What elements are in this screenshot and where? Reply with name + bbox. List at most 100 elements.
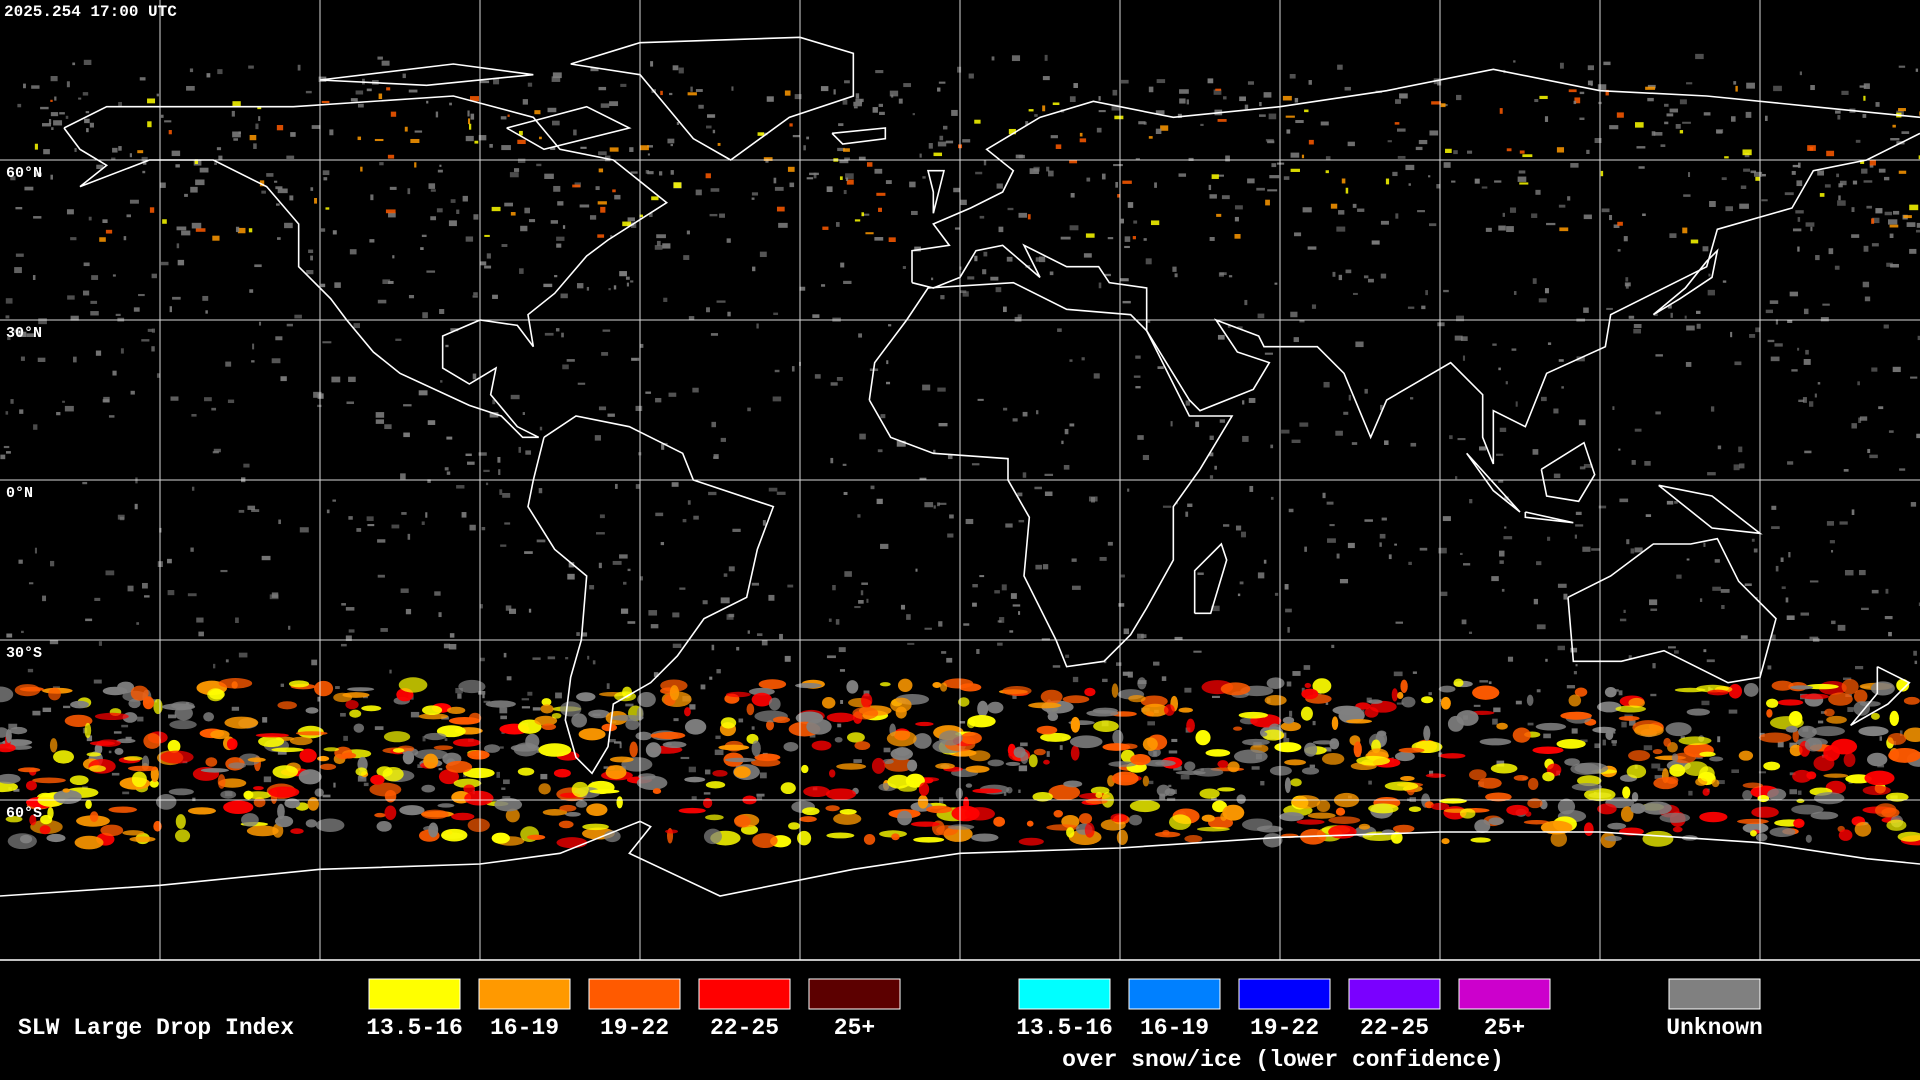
cloud-speck	[751, 197, 755, 200]
cloud-patch	[1043, 759, 1050, 765]
cloud-patch	[289, 195, 294, 201]
cloud-speck	[1256, 187, 1265, 191]
cloud-speck	[1012, 418, 1018, 422]
cloud-speck	[1515, 700, 1522, 705]
cloud-speck	[1011, 55, 1021, 62]
cloud-patch	[378, 93, 383, 100]
cloud-speck	[1884, 615, 1893, 620]
cloud-speck	[716, 669, 721, 674]
cloud-speck	[348, 376, 356, 383]
cloud-patch	[513, 168, 520, 172]
cloud-speck	[233, 138, 238, 141]
cloud-patch	[441, 828, 468, 842]
cloud-speck	[1669, 233, 1677, 238]
cloud-patch	[1474, 819, 1491, 834]
cloud-patch	[255, 733, 289, 738]
cloud-speck	[594, 435, 601, 441]
cloud-patch	[938, 730, 963, 746]
cloud-speck	[732, 528, 741, 532]
cloud-speck	[1437, 322, 1445, 327]
cloud-speck	[522, 412, 525, 415]
cloud-speck	[1371, 240, 1380, 245]
cloud-patch	[717, 142, 721, 146]
cloud-speck	[1657, 768, 1667, 771]
cloud-speck	[1686, 82, 1693, 85]
cloud-patch	[451, 812, 475, 821]
cloud-patch	[1438, 685, 1456, 693]
cloud-speck	[711, 421, 717, 428]
cloud-speck	[450, 328, 459, 332]
cloud-speck	[1854, 665, 1864, 670]
cloud-speck	[21, 630, 24, 634]
cloud-patch	[1479, 738, 1512, 746]
cloud-patch	[1690, 239, 1699, 244]
cloud-patch	[116, 738, 136, 744]
cloud-speck	[1871, 367, 1878, 372]
cloud-speck	[345, 635, 352, 641]
cloud-patch	[871, 757, 886, 774]
cloud-speck	[1869, 454, 1878, 459]
cloud-speck	[1861, 607, 1869, 611]
coastline	[911, 132, 1920, 465]
cloud-speck	[377, 56, 383, 60]
cloud-patch	[1724, 156, 1729, 159]
cloud-patch	[1892, 210, 1900, 215]
cloud-speck	[1454, 476, 1458, 480]
cloud-speck	[317, 404, 322, 408]
cloud-patch	[383, 731, 411, 743]
cloud-speck	[277, 750, 287, 755]
cloud-patch	[1179, 89, 1189, 94]
cloud-patch	[1220, 682, 1251, 696]
cloud-patch	[422, 705, 443, 715]
cloud-speck	[774, 369, 780, 373]
cloud-speck	[843, 189, 847, 195]
cloud-patch	[998, 226, 1004, 233]
cloud-speck	[1228, 275, 1233, 278]
cloud-patch	[445, 760, 473, 773]
cloud-speck	[235, 617, 239, 623]
cloud-speck	[587, 655, 590, 660]
cloud-speck	[826, 186, 833, 193]
cloud-speck	[1120, 278, 1129, 282]
cloud-patch	[1233, 726, 1243, 731]
cloud-speck	[1017, 492, 1023, 497]
cloud-patch	[1903, 215, 1912, 219]
cloud-patch	[965, 765, 990, 773]
cloud-speck	[1892, 366, 1901, 373]
cloud-patch	[1028, 702, 1062, 709]
cloud-speck	[504, 522, 511, 525]
cloud-speck	[1861, 168, 1868, 174]
cloud-speck	[1612, 742, 1617, 747]
cloud-speck	[1127, 671, 1133, 678]
cloud-speck	[888, 324, 892, 327]
cloud-patch	[458, 679, 486, 694]
cloud-patch	[987, 701, 1004, 714]
cloud-speck	[73, 356, 77, 363]
cloud-speck	[1086, 177, 1091, 182]
cloud-patch	[86, 752, 101, 757]
cloud-patch	[1796, 180, 1803, 187]
cloud-speck	[1367, 278, 1374, 283]
cloud-speck	[1104, 273, 1111, 277]
cloud-speck	[1492, 718, 1498, 725]
cloud-patch	[510, 212, 516, 216]
cloud-speck	[1022, 411, 1028, 417]
cloud-patch	[1163, 704, 1175, 716]
cloud-speck	[589, 585, 595, 590]
cloud-speck	[1543, 733, 1551, 739]
coastline	[1466, 452, 1521, 513]
cloud-speck	[1407, 306, 1415, 309]
cloud-patch	[1274, 742, 1302, 753]
cloud-patch	[1143, 238, 1147, 241]
cloud-speck	[1299, 422, 1309, 427]
cloud-speck	[1899, 468, 1906, 471]
cloud-patch	[825, 805, 840, 812]
cloud-speck	[613, 285, 617, 290]
cloud-speck	[243, 463, 250, 468]
cloud-patch	[1703, 112, 1711, 116]
legend-swatch	[1458, 978, 1551, 1010]
cloud-speck	[85, 618, 93, 622]
cloud-speck	[1014, 316, 1022, 322]
coastline	[831, 127, 887, 145]
cloud-patch	[1609, 125, 1619, 130]
